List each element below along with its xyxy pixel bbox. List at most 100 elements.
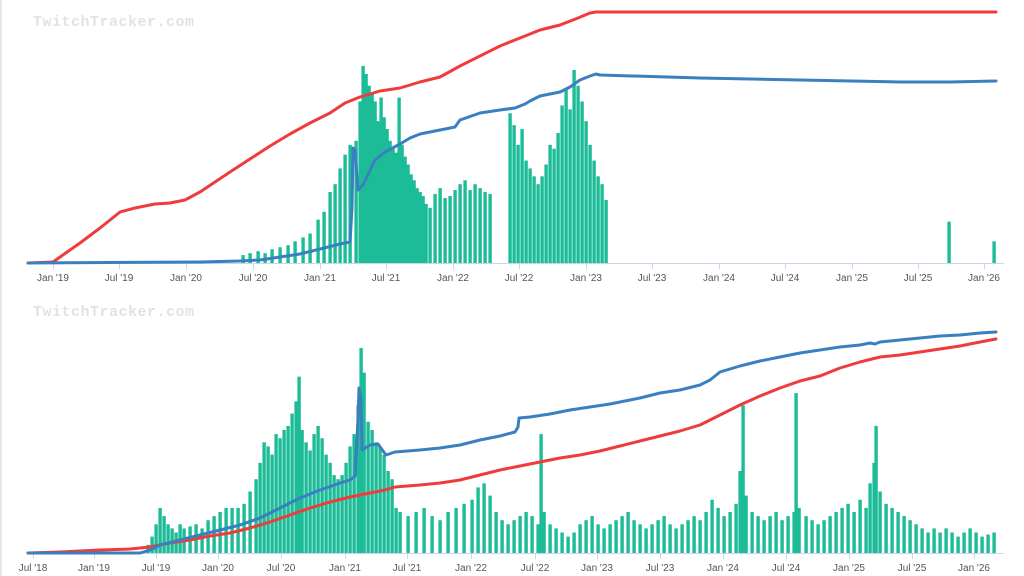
bar: [728, 512, 732, 553]
bar: [488, 495, 492, 553]
bar: [710, 499, 714, 553]
x-tick-label: Jul '23: [638, 273, 667, 284]
bar: [290, 413, 294, 553]
bar: [301, 237, 305, 263]
bar: [774, 512, 778, 553]
bar: [722, 516, 726, 553]
x-tick-label: Jan '22: [455, 563, 487, 574]
bar: [454, 507, 458, 553]
bar: [560, 532, 564, 553]
bar: [483, 192, 487, 263]
bar: [218, 512, 222, 553]
bar: [540, 176, 544, 263]
bar: [488, 194, 492, 263]
x-tick-label: Jan '24: [707, 563, 739, 574]
x-tick-label: Jul '23: [646, 563, 675, 574]
bar: [608, 524, 612, 553]
bar: [421, 196, 425, 263]
bar: [868, 483, 872, 553]
x-tick-label: Jul '22: [505, 273, 534, 284]
watermark-top: TwitchTracker.com: [33, 14, 195, 31]
bar: [650, 524, 654, 553]
bar: [974, 532, 978, 553]
bar: [328, 462, 332, 553]
x-axis-ticks: Jan '19 Jul '19 Jan '20 Jul '20 Jan '21 Jul '…: [37, 263, 1000, 284]
x-tick-label: Jul '19: [142, 563, 171, 574]
bar: [438, 520, 442, 553]
bar: [378, 446, 382, 553]
bar: [698, 520, 702, 553]
bar: [908, 520, 912, 553]
bar: [590, 516, 594, 553]
x-tick-label: Jan '24: [703, 273, 735, 284]
bar: [270, 249, 274, 263]
bar: [576, 85, 580, 263]
bar: [962, 532, 966, 553]
bar: [379, 97, 383, 264]
x-tick-label: Jul '21: [372, 273, 401, 284]
bar: [692, 516, 696, 553]
bar: [422, 507, 426, 553]
x-tick-label: Jan '19: [78, 563, 110, 574]
bar: [890, 507, 894, 553]
bar: [394, 507, 398, 553]
bar: [532, 176, 536, 263]
bar: [200, 528, 204, 553]
bar: [596, 524, 600, 553]
bar: [816, 524, 820, 553]
bar: [224, 507, 228, 553]
bar: [518, 516, 522, 553]
bar: [462, 503, 466, 553]
bar: [390, 479, 394, 553]
bar: [473, 184, 477, 263]
bar: [512, 520, 516, 553]
bar: [902, 516, 906, 553]
chart-panel-top: TwitchTracker.com Jan '19 Jul '19 Jan '20 J…: [26, 10, 1004, 284]
bar: [638, 524, 642, 553]
chart-top-plot: Jan '19 Jul '19 Jan '20 Jul '20 Jan '21 Jul '…: [26, 10, 1004, 284]
bar: [580, 101, 584, 264]
bar: [424, 203, 428, 263]
bar: [386, 471, 390, 553]
chart-bottom-plot: Jul '18 Jan '19 Jul '19 Jan '20 Jul '20 Jan '…: [19, 330, 1004, 574]
bar: [932, 528, 936, 553]
x-tick-label: Jul '19: [105, 273, 134, 284]
bar: [316, 219, 320, 263]
bar: [738, 471, 742, 553]
bar: [398, 512, 402, 553]
bar-series: [146, 348, 996, 553]
bar: [852, 512, 856, 553]
bar: [828, 516, 832, 553]
bar: [668, 524, 672, 553]
bar: [920, 528, 924, 553]
bar: [536, 524, 540, 553]
bar: [356, 405, 360, 553]
bar: [810, 520, 814, 553]
bar: [592, 160, 596, 263]
bar: [762, 520, 766, 553]
bar-series: [241, 66, 996, 264]
bar: [516, 144, 520, 263]
bar: [500, 520, 504, 553]
bar: [797, 507, 801, 553]
bar: [406, 516, 410, 553]
bar: [986, 534, 990, 553]
x-tick-label: Jul '20: [239, 273, 268, 284]
bar: [294, 401, 298, 553]
bar: [512, 125, 516, 263]
bar: [476, 487, 480, 553]
chart-panel-bottom: TwitchTracker.com Jul '18 Jan '19 Jul '19 J…: [0, 290, 1024, 576]
bar: [391, 148, 395, 263]
bar: [478, 188, 482, 263]
bar: [348, 446, 352, 553]
bar: [834, 512, 838, 553]
bar: [300, 430, 304, 553]
bar: [846, 503, 850, 553]
bar: [980, 536, 984, 553]
bar: [588, 144, 592, 263]
bar: [674, 528, 678, 553]
bar: [338, 168, 342, 263]
bar: [938, 532, 942, 553]
red-cumulative-line: [26, 10, 998, 265]
bar: [840, 507, 844, 553]
